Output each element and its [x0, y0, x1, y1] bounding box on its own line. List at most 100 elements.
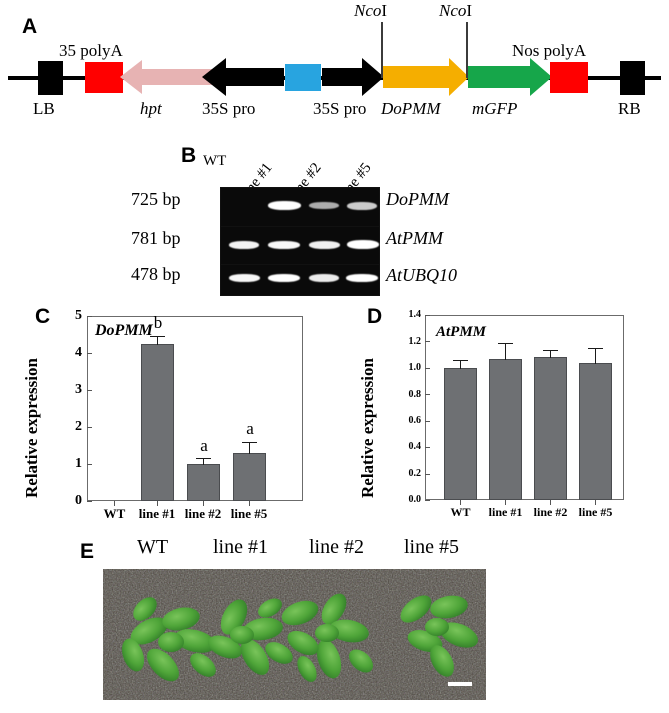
chart-d-xtickmark-wt: [460, 500, 461, 505]
chart-d-ytickmark-4: [425, 394, 430, 395]
chart-c-ytick-2: 2: [75, 419, 82, 434]
plant-rosette-line2: [281, 593, 374, 682]
element-nos-polya-label: Nos polyA: [512, 41, 587, 60]
chart-d-ytick-4: 0.8: [408, 389, 422, 400]
chart-d-errorbar-line2-cap: [543, 350, 558, 351]
chart-d-errorbar-line5-stem: [595, 348, 596, 364]
chart-d-xtickmark-line5: [595, 500, 596, 505]
gel-gene-label-atubq10: AtUBQ10: [386, 265, 457, 285]
chart-c-bar-line5: [233, 453, 266, 501]
plant-rosette-line5: [400, 595, 478, 677]
chart-d-ytickmark-0: [425, 500, 430, 501]
chart-d-errorbar-line2-stem: [550, 350, 551, 358]
chart-c-ytick-4: 4: [75, 345, 82, 360]
chart-c-ytick-0: 0: [75, 493, 82, 508]
chart-c-errorbar-line2-cap: [196, 458, 211, 459]
chart-c-ytickmark-3: [87, 390, 92, 391]
gel-gene-label-atpmm: AtPMM: [386, 228, 443, 248]
element-35-polya-label: 35 polyA: [59, 41, 123, 60]
gel-band-atubq10-line5: [346, 274, 378, 282]
element-lb-label: LB: [33, 99, 55, 118]
chart-c-ytickmark-2: [87, 427, 92, 428]
chart-c-xlabel-line2: line #2: [184, 506, 222, 521]
ncoi-site-2-line: [466, 22, 468, 78]
chart-d-ytickmark-3: [425, 421, 430, 422]
ncoi-site-1-line: [381, 22, 383, 78]
chart-c-ytick-5: 5: [75, 308, 82, 323]
chart-d-xtickmark-line2: [550, 500, 551, 505]
panel-letter-b: B: [181, 144, 197, 167]
chart-c-ytickmark-0: [87, 501, 92, 502]
gel-lane-header-wt: WT: [203, 153, 227, 169]
panel-letter-c: C: [35, 305, 51, 328]
chart-c-errorbar-line1-cap: [150, 336, 165, 337]
gel-band-atubq10-line1: [268, 274, 300, 282]
plant-rosette-line1: [207, 598, 293, 675]
chart-d-ytickmark-1: [425, 474, 430, 475]
gel-size-label-725: 725 bp: [131, 189, 181, 209]
panel-e-label-line5: line #5: [404, 536, 459, 558]
chart-c-xtickmark-line2: [203, 501, 204, 506]
chart-d-xtickmark-line1: [505, 500, 506, 505]
chart-c-xtickmark-wt: [114, 501, 115, 506]
element-dopmm-label: DoPMM: [381, 99, 441, 118]
element-hpt-label: hpt: [140, 99, 162, 118]
chart-d-series-title: AtPMM: [436, 324, 487, 340]
chart-d-ytickmark-2: [425, 447, 430, 448]
chart-c-xtickmark-line5: [249, 501, 250, 506]
chart-c-xtickmark-line1: [157, 501, 158, 506]
element-mgfp-label: mGFP: [472, 99, 518, 118]
element-nos-polya-box: [550, 62, 588, 93]
gel-band-atpmm-line2: [309, 241, 340, 249]
element-dopmm-arrow: [383, 58, 469, 96]
panel-letter-e: E: [80, 540, 95, 563]
chart-d-errorbar-line1-cap: [498, 343, 513, 344]
panel-e-label-line2: line #2: [309, 536, 364, 558]
panel-e-label-line1: line #1: [213, 536, 268, 558]
chart-c-errorbar-line5-cap: [242, 442, 257, 443]
chart-c-bar-line1: [141, 344, 174, 501]
element-35s-pro-1-label: 35S pro: [202, 99, 256, 118]
chart-d-y-axis-title: Relative expression: [358, 358, 377, 498]
chart-d-bar-wt: [444, 368, 477, 500]
chart-d-ytick-2: 0.4: [408, 441, 422, 452]
chart-d-ytickmark-7: [425, 315, 430, 316]
chart-c-errorbar-line1-stem: [157, 336, 158, 345]
chart-d-errorbar-wt-cap: [453, 360, 468, 361]
chart-d-bar-line2: [534, 357, 567, 500]
chart-d-ytick-6: 1.2: [408, 336, 422, 347]
chart-d-ytick-5: 1.0: [408, 362, 422, 373]
chart-d-xlabel-wt: WT: [450, 505, 471, 519]
chart-d-xlabel-line2: line #2: [533, 505, 568, 519]
chart-c-errorbar-line2-stem: [203, 458, 204, 465]
chart-c-y-axis-title: Relative expression: [22, 358, 41, 498]
chart-c-xlabel-line1: line #1: [138, 506, 176, 521]
chart-d-ytick-3: 0.6: [408, 415, 422, 426]
gel-band-dopmm-line1: [268, 201, 301, 210]
chart-c-ytickmark-1: [87, 464, 92, 465]
panel-letter-d: D: [367, 305, 383, 328]
chart-d-ytick-0: 0.0: [408, 494, 422, 505]
chart-c-xlabel-wt: WT: [103, 506, 126, 521]
chart-d-bar-line5: [579, 363, 612, 500]
gel-row-atubq10: [220, 264, 380, 296]
chart-c-xlabel-line5: line #5: [230, 506, 268, 521]
plant-rosette-wt: [121, 597, 216, 682]
gel-band-dopmm-line2: [309, 202, 339, 209]
chart-c-ytick-3: 3: [75, 382, 82, 397]
element-35s-pro-1-arrow: [202, 58, 284, 96]
ncoi-site-1-label: NcoI: [354, 1, 388, 20]
scale-bar: [448, 682, 472, 686]
element-35-polya-box: [85, 62, 123, 93]
panel-letter-a: A: [22, 15, 38, 38]
gel-gene-label-dopmm: DoPMM: [386, 189, 449, 209]
gel-band-atubq10-wt: [229, 274, 260, 282]
element-35s-pro-2-arrow: [322, 58, 384, 96]
element-lb-box: [38, 61, 63, 95]
chart-c-ytick-1: 1: [75, 456, 82, 471]
gel-band-atpmm-line5: [347, 240, 379, 249]
chart-d-xlabel-line5: line #5: [578, 505, 613, 519]
chart-d-ytickmark-5: [425, 368, 430, 369]
gel-band-atpmm-wt: [229, 241, 259, 249]
